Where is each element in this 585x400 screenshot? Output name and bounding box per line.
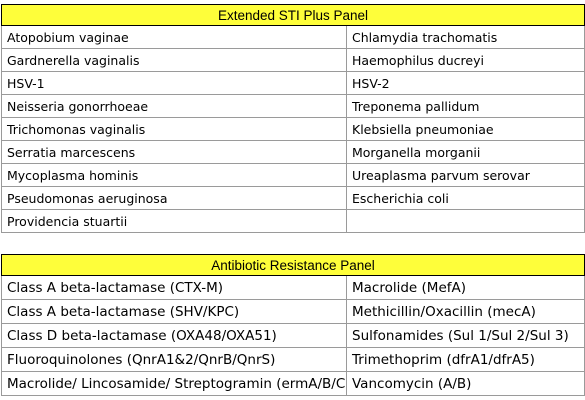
table-cell: Klebsiella pneumoniae	[346, 117, 585, 141]
table-row: Providencia stuartii	[1, 209, 585, 233]
table-cell-empty	[346, 209, 585, 233]
table-cell: Providencia stuartii	[1, 209, 347, 233]
table-cell: Fluoroquinolones (QnrA1&2/QnrB/QnrS)	[1, 347, 347, 372]
table-cell: Class A beta-lactamase (SHV/KPC)	[1, 299, 347, 324]
table-cell: Serratia marcescens	[1, 140, 347, 164]
table-cell: Gardnerella vaginalis	[1, 48, 347, 72]
sti-panel-table: Extended STI Plus Panel Atopobium vagina…	[1, 4, 585, 233]
table-row: Trichomonas vaginalis Klebsiella pneumon…	[1, 117, 585, 141]
table-cell: Trimethoprim (dfrA1/dfrA5)	[346, 347, 585, 372]
table-cell: Macrolide/ Lincosamide/ Streptogramin (e…	[1, 371, 347, 396]
table-cell: Escherichia coli	[346, 186, 585, 210]
sti-panel-title: Extended STI Plus Panel	[1, 4, 585, 26]
resistance-panel-table: Antibiotic Resistance Panel Class A beta…	[1, 254, 585, 396]
table-cell: Neisseria gonorrhoeae	[1, 94, 347, 118]
sti-panel-header-row: Extended STI Plus Panel	[1, 4, 585, 26]
table-cell: Chlamydia trachomatis	[346, 25, 585, 49]
table-cell: Macrolide (MefA)	[346, 275, 585, 300]
table-row: Pseudomonas aeruginosa Escherichia coli	[1, 186, 585, 210]
table-cell: Ureaplasma parvum serovar	[346, 163, 585, 187]
table-row: Class A beta-lactamase (SHV/KPC) Methici…	[1, 299, 585, 324]
table-cell: Class D beta-lactamase (OXA48/OXA51)	[1, 323, 347, 348]
table-row: Serratia marcescens Morganella morganii	[1, 140, 585, 164]
table-cell: Vancomycin (A/B)	[346, 371, 585, 396]
table-row: Atopobium vaginae Chlamydia trachomatis	[1, 25, 585, 49]
table-cell: Pseudomonas aeruginosa	[1, 186, 347, 210]
table-row: Class A beta-lactamase (CTX-M) Macrolide…	[1, 275, 585, 300]
resistance-panel-title: Antibiotic Resistance Panel	[1, 254, 585, 276]
table-row: Mycoplasma hominis Ureaplasma parvum ser…	[1, 163, 585, 187]
table-row: Neisseria gonorrhoeae Treponema pallidum	[1, 94, 585, 118]
table-row: Fluoroquinolones (QnrA1&2/QnrB/QnrS) Tri…	[1, 347, 585, 372]
table-cell: Trichomonas vaginalis	[1, 117, 347, 141]
table-cell: Atopobium vaginae	[1, 25, 347, 49]
table-cell: Methicillin/Oxacillin (mecA)	[346, 299, 585, 324]
table-cell: Haemophilus ducreyi	[346, 48, 585, 72]
resistance-panel-header-row: Antibiotic Resistance Panel	[1, 254, 585, 276]
table-row: Class D beta-lactamase (OXA48/OXA51) Sul…	[1, 323, 585, 348]
table-cell: HSV-2	[346, 71, 585, 95]
table-cell: Morganella morganii	[346, 140, 585, 164]
table-row: HSV-1 HSV-2	[1, 71, 585, 95]
table-row: Gardnerella vaginalis Haemophilus ducrey…	[1, 48, 585, 72]
table-cell: Treponema pallidum	[346, 94, 585, 118]
table-cell: Class A beta-lactamase (CTX-M)	[1, 275, 347, 300]
table-cell: Mycoplasma hominis	[1, 163, 347, 187]
table-row: Macrolide/ Lincosamide/ Streptogramin (e…	[1, 371, 585, 396]
table-cell: Sulfonamides (Sul 1/Sul 2/Sul 3)	[346, 323, 585, 348]
table-cell: HSV-1	[1, 71, 347, 95]
